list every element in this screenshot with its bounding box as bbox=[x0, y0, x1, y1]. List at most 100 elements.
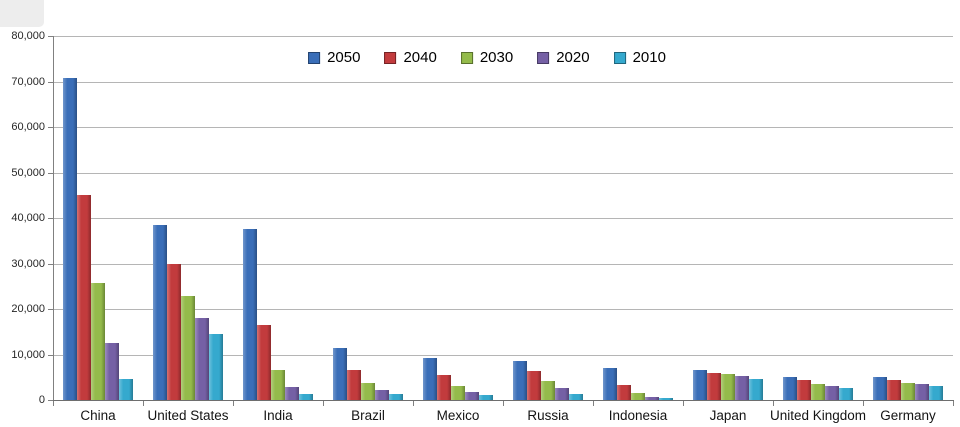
bar-2010-mexico bbox=[479, 395, 493, 400]
category-label-brazil: Brazil bbox=[351, 408, 385, 423]
bar-2050-japan bbox=[693, 370, 707, 400]
y-axis-line bbox=[53, 36, 54, 400]
y-axis-tick bbox=[48, 309, 53, 310]
gridline-10000 bbox=[53, 355, 953, 356]
legend-swatch-2020 bbox=[537, 51, 550, 64]
legend-item-2040: 2040 bbox=[384, 49, 437, 66]
bar-2050-india bbox=[243, 229, 257, 400]
bar-2040-united-kingdom bbox=[797, 380, 811, 400]
legend-swatch-2010 bbox=[613, 51, 626, 64]
y-axis-label: 40,000 bbox=[11, 212, 45, 224]
bar-2040-mexico bbox=[437, 375, 451, 400]
bar-2020-brazil bbox=[375, 390, 389, 400]
x-axis-line bbox=[53, 400, 954, 401]
x-axis-tick bbox=[863, 401, 864, 406]
bar-2010-japan bbox=[749, 379, 763, 400]
category-label-united-kingdom: United Kingdom bbox=[769, 408, 867, 423]
bar-2010-india bbox=[299, 394, 313, 400]
bar-2030-mexico bbox=[451, 386, 465, 400]
y-axis-tick bbox=[48, 400, 53, 401]
bar-2030-india bbox=[271, 370, 285, 400]
x-axis-tick bbox=[503, 401, 504, 406]
bar-2040-germany bbox=[887, 380, 901, 400]
bar-2030-indonesia bbox=[631, 393, 645, 400]
y-axis-label: 50,000 bbox=[11, 167, 45, 179]
bar-2050-germany bbox=[873, 377, 887, 400]
bar-2050-china bbox=[63, 78, 77, 400]
bar-2040-indonesia bbox=[617, 385, 631, 400]
legend-label: 2050 bbox=[327, 49, 361, 66]
x-axis-tick bbox=[953, 401, 954, 406]
bar-2030-united-states bbox=[181, 296, 195, 400]
bar-2040-russia bbox=[527, 371, 541, 400]
y-axis-tick bbox=[48, 264, 53, 265]
legend-swatch-2040 bbox=[384, 51, 397, 64]
y-axis-label: 80,000 bbox=[11, 30, 45, 42]
bar-2040-brazil bbox=[347, 370, 361, 400]
legend-label: 2010 bbox=[632, 49, 666, 66]
category-label-indonesia: Indonesia bbox=[608, 408, 668, 423]
x-axis-tick bbox=[683, 401, 684, 406]
category-label-china: China bbox=[80, 408, 116, 423]
bar-2030-brazil bbox=[361, 383, 375, 400]
category-label-united-states: United States bbox=[147, 408, 229, 423]
legend-item-2050: 2050 bbox=[308, 49, 360, 66]
legend-swatch-2030 bbox=[460, 51, 473, 64]
y-axis-label: 20,000 bbox=[11, 303, 45, 315]
bar-2010-united-states bbox=[209, 334, 223, 400]
bar-2010-indonesia bbox=[659, 398, 673, 400]
bar-2030-united-kingdom bbox=[811, 384, 825, 400]
bar-2020-russia bbox=[555, 388, 569, 400]
bar-2020-indonesia bbox=[645, 397, 659, 400]
bar-2010-brazil bbox=[389, 394, 403, 400]
y-axis-label: 10,000 bbox=[11, 349, 45, 361]
bar-2050-russia bbox=[513, 361, 527, 400]
x-axis-tick bbox=[53, 401, 54, 406]
x-axis-tick bbox=[593, 401, 594, 406]
x-axis-tick bbox=[143, 401, 144, 406]
y-axis-label: 0 bbox=[38, 394, 45, 406]
gridline-50000 bbox=[53, 173, 953, 174]
category-label-mexico: Mexico bbox=[436, 408, 480, 423]
bar-2040-china bbox=[77, 195, 91, 400]
legend-label: 2040 bbox=[403, 49, 437, 66]
gridline-40000 bbox=[53, 218, 953, 219]
bar-2020-united-kingdom bbox=[825, 386, 839, 400]
gridline-20000 bbox=[53, 309, 953, 310]
bar-2040-united-states bbox=[167, 264, 181, 400]
chart-legend: 2050 2040 2030 2020 2010 bbox=[308, 49, 666, 66]
gridline-30000 bbox=[53, 264, 953, 265]
x-axis-tick bbox=[233, 401, 234, 406]
bar-2030-japan bbox=[721, 374, 735, 400]
bar-2020-japan bbox=[735, 376, 749, 400]
y-axis-tick bbox=[48, 355, 53, 356]
y-axis-label: 60,000 bbox=[11, 121, 45, 133]
bar-2020-china bbox=[105, 343, 119, 400]
bar-2010-china bbox=[119, 379, 133, 400]
y-axis-tick bbox=[48, 218, 53, 219]
bar-2050-brazil bbox=[333, 348, 347, 400]
bar-2010-germany bbox=[929, 386, 943, 400]
bar-2020-united-states bbox=[195, 318, 209, 400]
category-label-russia: Russia bbox=[527, 408, 569, 423]
x-axis-tick bbox=[773, 401, 774, 406]
bar-2020-germany bbox=[915, 384, 929, 400]
bar-2050-indonesia bbox=[603, 368, 617, 400]
bar-2010-united-kingdom bbox=[839, 388, 853, 400]
bar-2040-india bbox=[257, 325, 271, 400]
category-label-germany: Germany bbox=[880, 408, 936, 423]
legend-label: 2020 bbox=[556, 49, 590, 66]
category-label-japan: Japan bbox=[709, 408, 747, 423]
bar-2050-united-kingdom bbox=[783, 377, 797, 400]
y-axis-tick bbox=[48, 173, 53, 174]
bar-2040-japan bbox=[707, 373, 721, 400]
x-axis-tick bbox=[323, 401, 324, 406]
gridline-80000 bbox=[53, 36, 953, 37]
bar-2030-russia bbox=[541, 381, 555, 400]
legend-item-2020: 2020 bbox=[537, 49, 590, 66]
x-axis-tick bbox=[413, 401, 414, 406]
legend-item-2030: 2030 bbox=[460, 49, 513, 66]
y-axis-tick bbox=[48, 36, 53, 37]
gridline-70000 bbox=[53, 82, 953, 83]
